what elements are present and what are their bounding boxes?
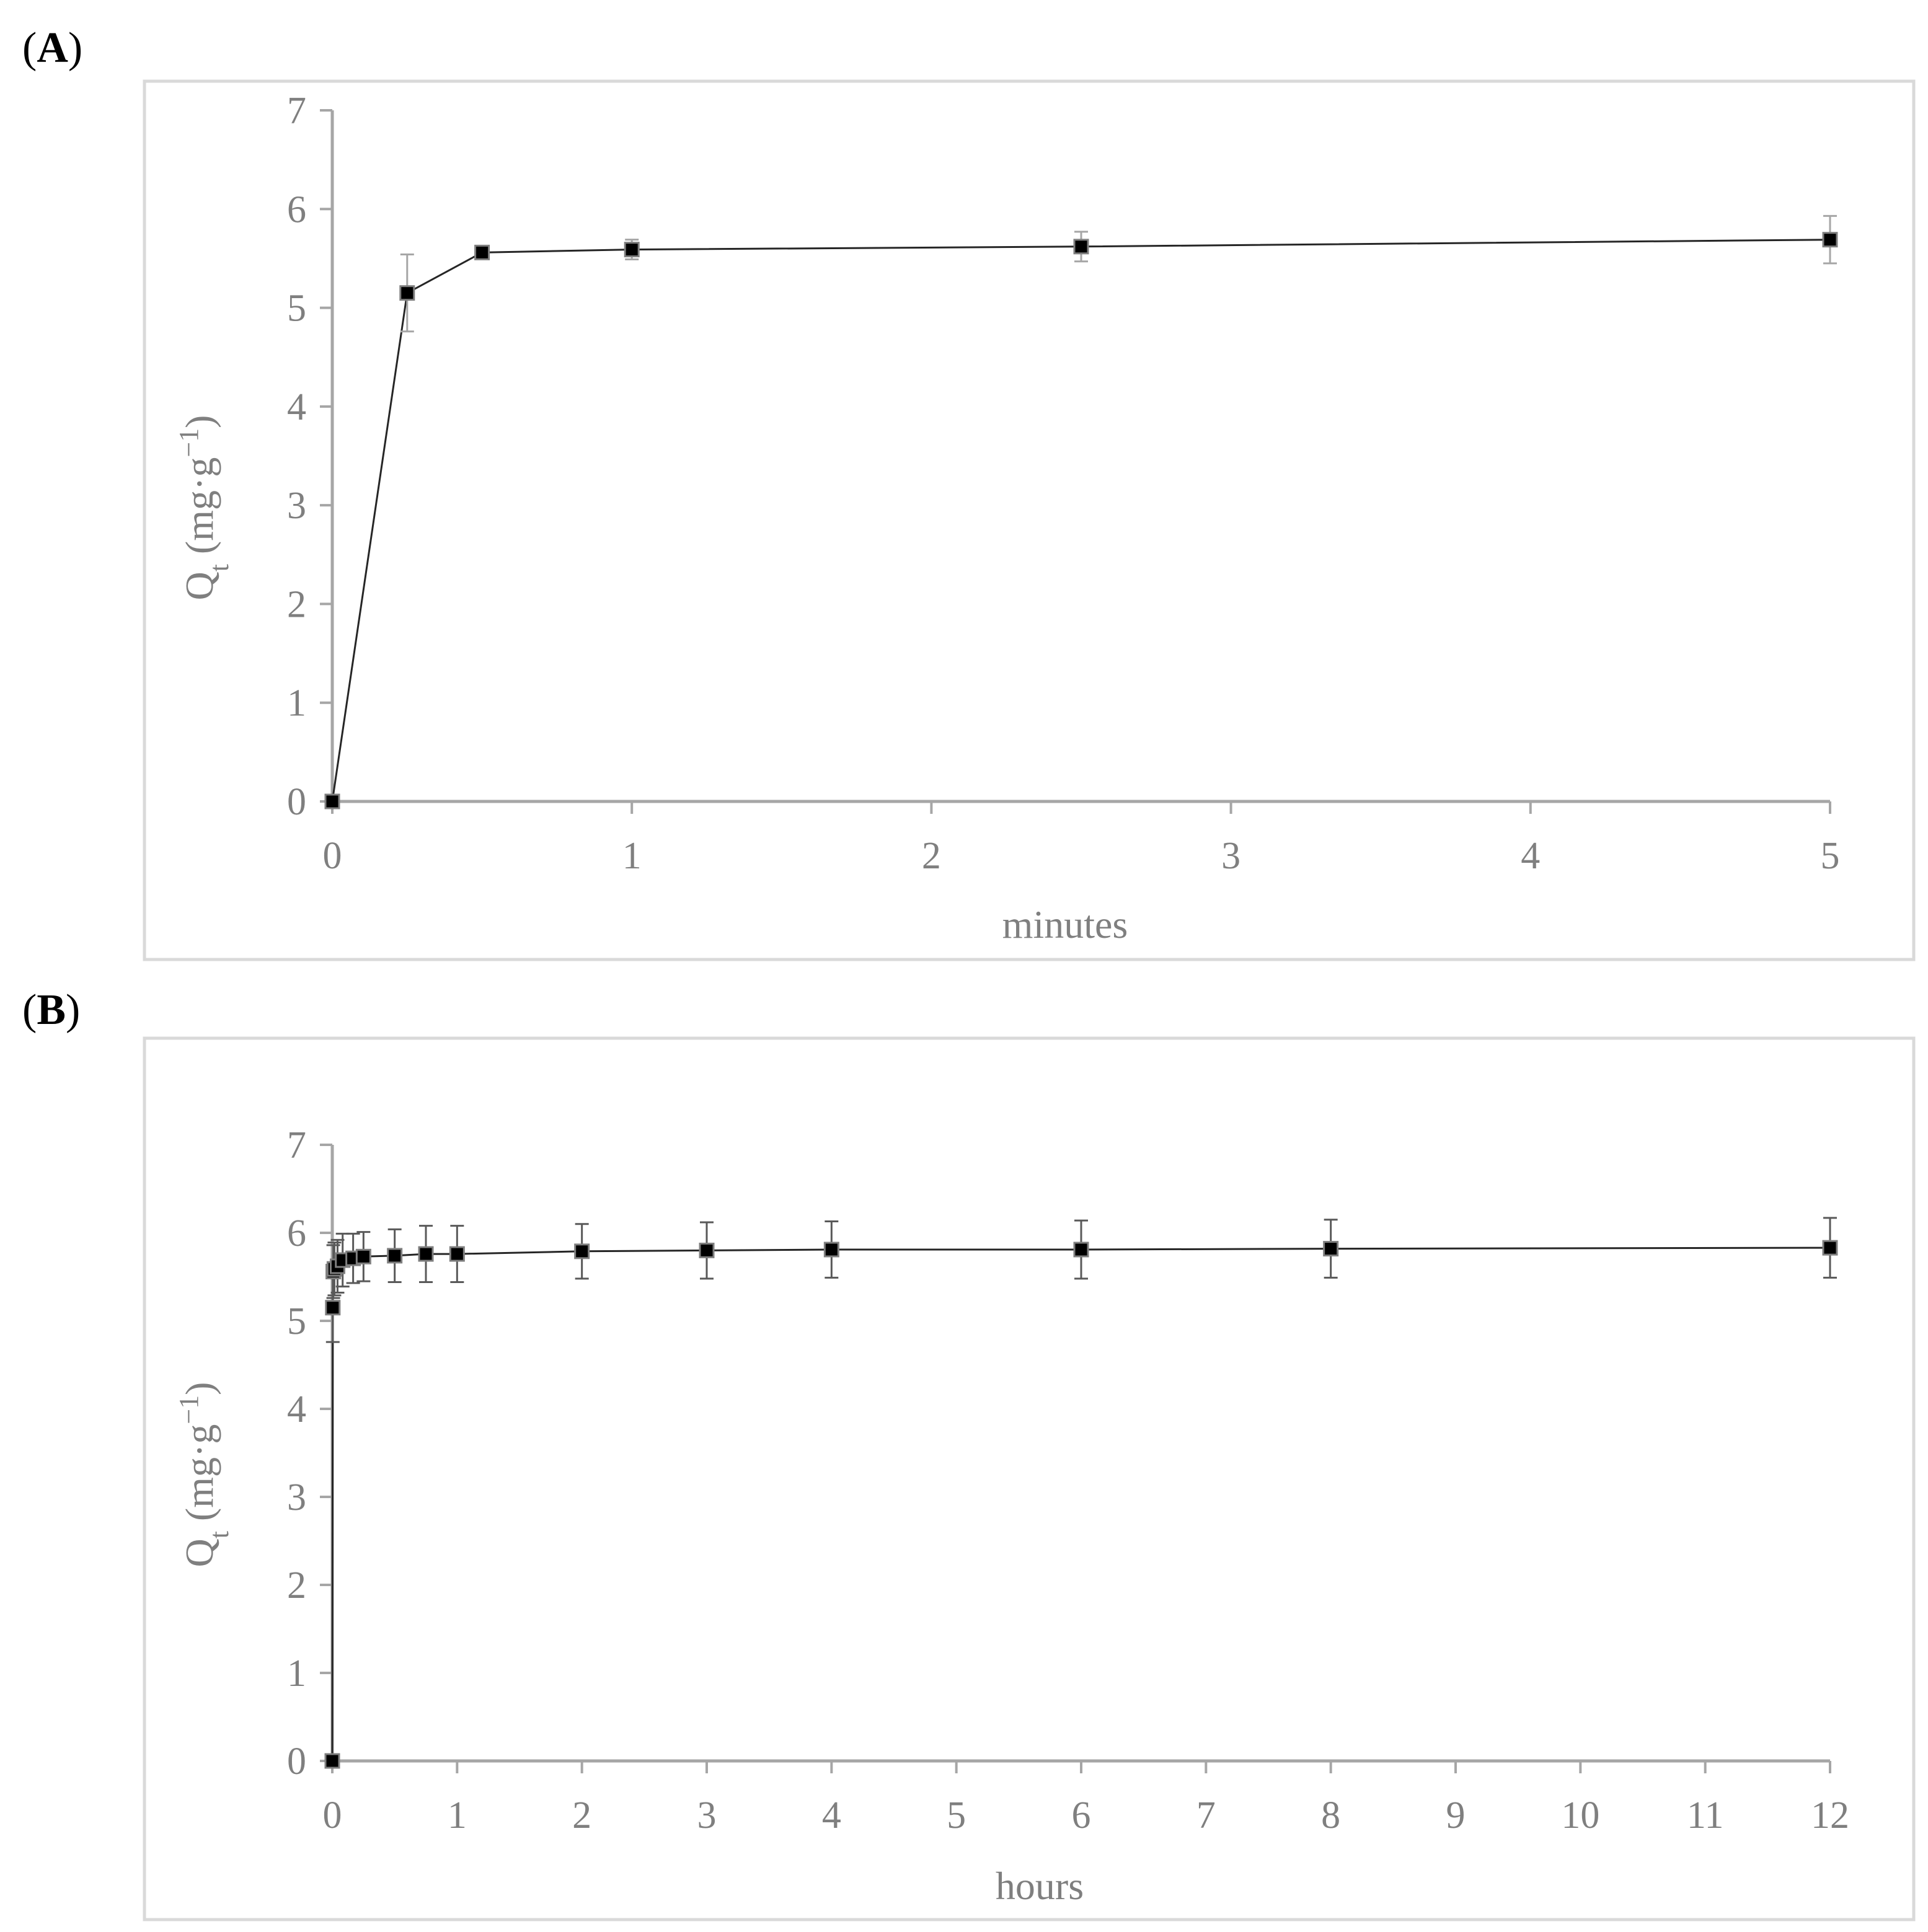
data-point <box>624 242 640 258</box>
panel-label-b: (B) <box>22 986 80 1034</box>
x-tick-label: 3 <box>697 1794 717 1837</box>
x-tick-label: 10 <box>1561 1794 1599 1837</box>
y-tick-label: 1 <box>287 682 306 725</box>
data-point <box>574 1243 590 1259</box>
data-point <box>1323 1241 1339 1257</box>
x-tick-label: 6 <box>1072 1794 1091 1837</box>
y-tick-label: 3 <box>287 485 306 527</box>
x-tick-label: 0 <box>323 835 342 877</box>
x-tick-label: 4 <box>822 1794 841 1837</box>
x-tick-label: 12 <box>1811 1794 1849 1837</box>
panel-a: (A) 0 1 2 3 4 5 6 7 0 1 2 3 4 5 minutes Qt (mg·g−1) <box>22 24 1916 961</box>
x-tick-label: 0 <box>323 1794 342 1837</box>
data-point <box>699 1242 715 1258</box>
data-point <box>418 1246 434 1262</box>
x-tick-label: 3 <box>1221 835 1240 877</box>
data-point <box>1073 1242 1089 1258</box>
data-point <box>324 1753 340 1769</box>
y-tick-label: 1 <box>287 1652 306 1695</box>
data-point <box>387 1248 403 1264</box>
y-tick-label: 5 <box>287 288 306 330</box>
y-tick-label: 2 <box>287 1564 306 1607</box>
x-tick-label: 8 <box>1321 1794 1340 1837</box>
x-tick-label: 4 <box>1521 835 1540 877</box>
y-tick-label: 2 <box>287 583 306 625</box>
chart-frame-b <box>143 1036 1916 1921</box>
data-point <box>399 285 415 301</box>
data-point <box>1822 1240 1838 1256</box>
x-axis-title-b: hours <box>996 1864 1084 1908</box>
y-tick-label: 7 <box>287 1124 306 1167</box>
y-tick-label: 4 <box>287 386 306 428</box>
x-tick-label: 5 <box>1821 835 1840 877</box>
x-axis-title-a: minutes <box>1002 902 1128 946</box>
series-line <box>331 239 1831 802</box>
panel-label-a: (A) <box>22 24 82 72</box>
x-tick-label: 9 <box>1446 1794 1466 1837</box>
data-point <box>355 1248 371 1264</box>
x-tick-label: 2 <box>572 1794 591 1837</box>
data-point <box>324 793 340 809</box>
data-point <box>823 1242 839 1258</box>
data-point <box>474 244 490 260</box>
x-tick-label: 7 <box>1196 1794 1216 1837</box>
y-tick-label: 4 <box>287 1388 306 1431</box>
chart-frame-a <box>143 79 1916 961</box>
y-tick-label: 7 <box>287 90 306 132</box>
y-tick-label: 0 <box>287 1740 306 1783</box>
data-point <box>1073 239 1089 255</box>
y-tick-label: 5 <box>287 1300 306 1343</box>
y-axis-title-b: Qt (mg·g−1) <box>174 1382 234 1568</box>
x-tick-label: 2 <box>922 835 941 877</box>
y-tick-label: 6 <box>287 1212 306 1255</box>
data-point <box>1822 232 1838 248</box>
x-tick-label: 1 <box>448 1794 467 1837</box>
y-tick-label: 3 <box>287 1476 306 1519</box>
y-tick-label: 0 <box>287 781 306 823</box>
plot-area-a: 0 1 2 3 4 5 6 7 0 1 2 3 4 5 <box>287 90 1840 877</box>
y-axis-title-a: Qt (mg·g−1) <box>174 415 234 601</box>
x-tick-label: 1 <box>622 835 642 877</box>
x-tick-label: 5 <box>947 1794 966 1837</box>
x-tick-label: 11 <box>1687 1794 1724 1837</box>
data-point <box>325 1300 341 1316</box>
data-point <box>449 1246 465 1262</box>
y-tick-label: 6 <box>287 188 306 231</box>
